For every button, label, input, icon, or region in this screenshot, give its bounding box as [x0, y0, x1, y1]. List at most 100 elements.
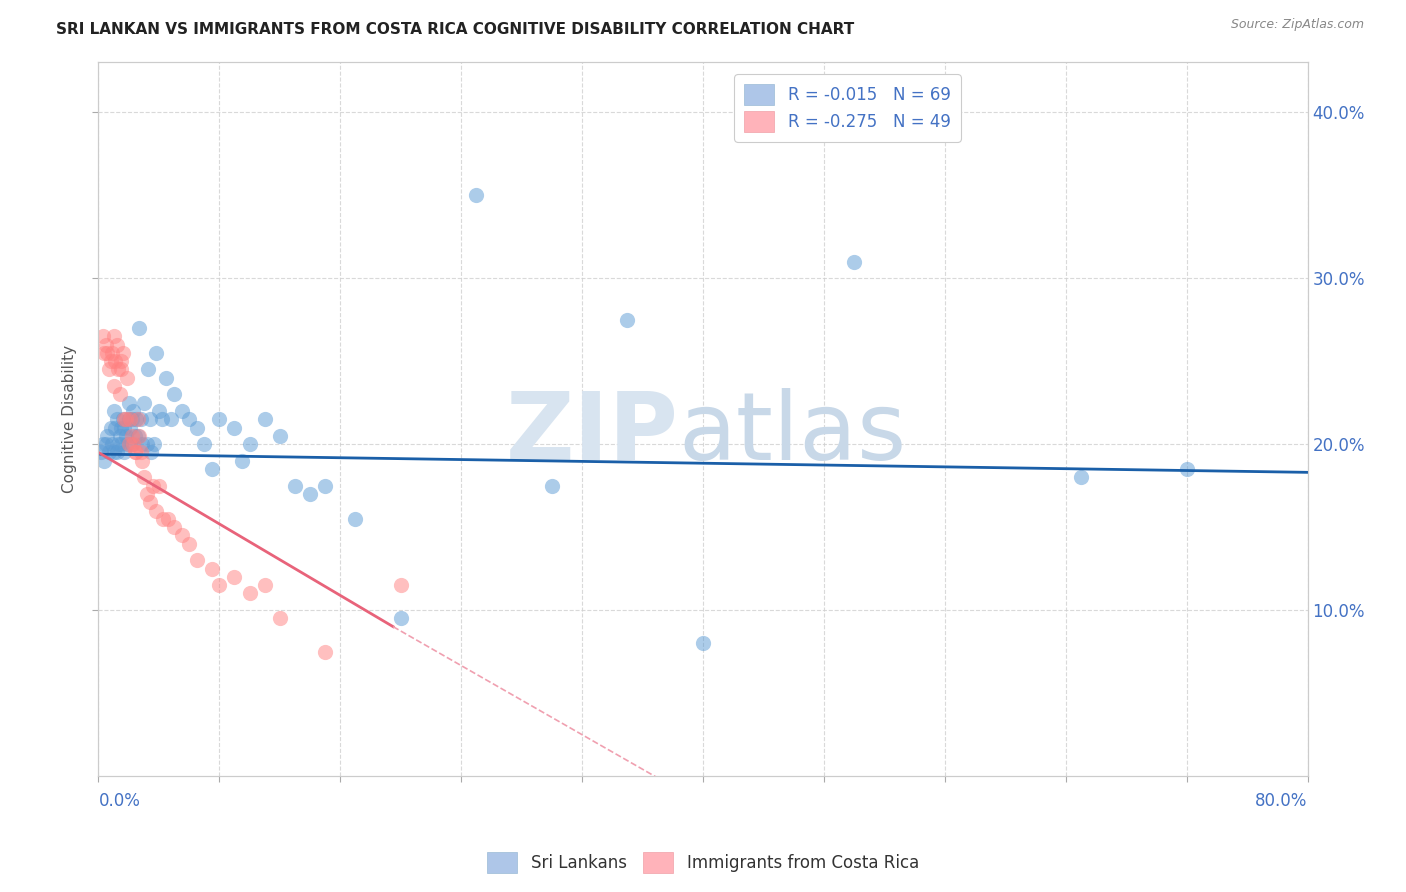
Point [143, 437, 166, 451]
Point [139, 412, 162, 426]
Point [110, 420, 132, 434]
Point [103, 329, 125, 343]
Point [152, 512, 174, 526]
Y-axis label: Cognitive Disability: Cognitive Disability [62, 345, 77, 493]
Point [239, 586, 262, 600]
Point [114, 429, 136, 443]
Point [160, 412, 183, 426]
Point [125, 412, 148, 426]
Point [104, 354, 127, 368]
Point [540, 478, 562, 492]
Point [125, 445, 148, 459]
Point [465, 188, 488, 202]
Point [129, 412, 152, 426]
Point [94, 337, 117, 351]
Point [108, 387, 131, 401]
Text: ZIP: ZIP [506, 387, 679, 480]
Point [90, 445, 112, 459]
Point [105, 337, 128, 351]
Point [91, 329, 114, 343]
Point [101, 346, 124, 360]
Point [98, 362, 121, 376]
Point [142, 478, 165, 492]
Point [96, 346, 118, 360]
Point [170, 404, 193, 418]
Point [201, 561, 224, 575]
Point [179, 537, 201, 551]
Point [94, 437, 117, 451]
Point [121, 437, 143, 451]
Point [115, 437, 138, 451]
Point [111, 412, 134, 426]
Point [110, 437, 132, 451]
Point [114, 412, 136, 426]
Point [107, 362, 129, 376]
Point [127, 412, 149, 426]
Point [692, 636, 714, 650]
Text: 80.0%: 80.0% [1256, 792, 1308, 810]
Point [314, 478, 336, 492]
Point [110, 362, 132, 376]
Point [135, 487, 157, 501]
Point [93, 454, 115, 468]
Point [124, 429, 146, 443]
Point [389, 578, 412, 592]
Point [103, 404, 125, 418]
Point [132, 395, 155, 409]
Point [179, 412, 201, 426]
Text: SRI LANKAN VS IMMIGRANTS FROM COSTA RICA COGNITIVE DISABILITY CORRELATION CHART: SRI LANKAN VS IMMIGRANTS FROM COSTA RICA… [56, 22, 855, 37]
Point [155, 370, 177, 384]
Point [224, 570, 246, 584]
Point [111, 346, 134, 360]
Point [1070, 470, 1092, 484]
Point [129, 445, 152, 459]
Point [186, 420, 208, 434]
Point [110, 354, 132, 368]
Point [112, 412, 135, 426]
Point [170, 528, 193, 542]
Point [128, 429, 150, 443]
Point [121, 412, 143, 426]
Point [105, 412, 128, 426]
Point [231, 454, 253, 468]
Point [127, 429, 149, 443]
Point [112, 445, 135, 459]
Point [96, 429, 118, 443]
Point [269, 611, 291, 625]
Legend: Sri Lankans, Immigrants from Costa Rica: Sri Lankans, Immigrants from Costa Rica [481, 846, 925, 880]
Point [128, 321, 150, 335]
Point [193, 437, 215, 451]
Point [121, 429, 143, 443]
Point [118, 395, 141, 409]
Point [208, 412, 231, 426]
Point [103, 379, 125, 393]
Point [139, 495, 162, 509]
Point [299, 487, 322, 501]
Point [163, 520, 186, 534]
Point [112, 420, 135, 434]
Point [120, 420, 142, 434]
Point [201, 462, 224, 476]
Point [344, 512, 367, 526]
Point [269, 429, 291, 443]
Legend: R = -0.015   N = 69, R = -0.275   N = 49: R = -0.015 N = 69, R = -0.275 N = 49 [734, 74, 960, 142]
Point [136, 362, 159, 376]
Text: Source: ZipAtlas.com: Source: ZipAtlas.com [1230, 18, 1364, 31]
Point [208, 578, 231, 592]
Point [98, 445, 121, 459]
Point [124, 445, 146, 459]
Point [103, 445, 125, 459]
Point [104, 420, 127, 434]
Point [105, 445, 128, 459]
Point [253, 578, 276, 592]
Point [100, 354, 122, 368]
Point [122, 437, 145, 451]
Point [135, 437, 157, 451]
Point [91, 437, 114, 451]
Point [284, 478, 307, 492]
Point [224, 420, 246, 434]
Point [101, 437, 124, 451]
Point [145, 346, 167, 360]
Point [131, 454, 153, 468]
Point [314, 644, 336, 658]
